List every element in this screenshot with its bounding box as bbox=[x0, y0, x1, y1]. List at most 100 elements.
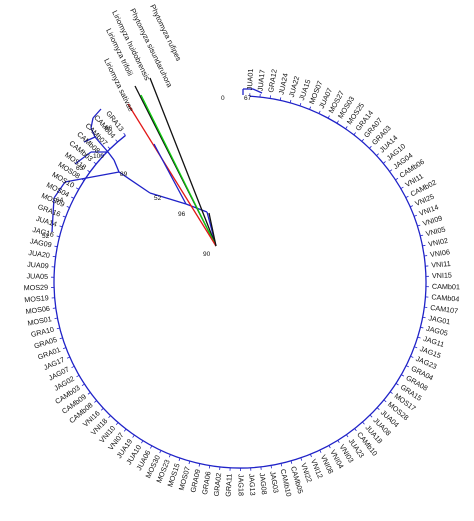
leaf-tick bbox=[115, 422, 119, 426]
branch-liriomyza-trifolii bbox=[127, 103, 217, 247]
leaf-tick bbox=[376, 407, 380, 410]
ingroup-branch bbox=[118, 171, 151, 194]
leaf-tick bbox=[76, 374, 80, 378]
leaf-tick bbox=[336, 120, 339, 124]
leaf-tick bbox=[401, 374, 405, 377]
ring-leaf-label: VNI06 bbox=[429, 247, 450, 259]
ring-leaf-label: JUA09 bbox=[27, 260, 49, 271]
ingroup-branch bbox=[149, 192, 187, 205]
ring-leaf-label: JAG13 bbox=[247, 473, 257, 495]
leaf-tick bbox=[405, 195, 409, 198]
ring-leaf-label: JUA05 bbox=[26, 271, 48, 281]
leaf-tick bbox=[417, 336, 421, 339]
ring-leaf-label: JUA17 bbox=[256, 69, 267, 91]
leaf-tick bbox=[400, 186, 404, 189]
leaf-tick bbox=[54, 317, 58, 320]
leaf-tick bbox=[123, 428, 127, 432]
leaf-tick bbox=[150, 445, 153, 449]
node-support-label: 96 bbox=[178, 211, 186, 218]
leaf-tick bbox=[413, 214, 417, 217]
leaf-tick bbox=[62, 215, 66, 218]
ring-leaf-label: JUA20 bbox=[28, 248, 51, 260]
node-support-label: 100 bbox=[93, 153, 104, 160]
ring-leaf-label: JUA01 bbox=[245, 68, 255, 90]
ingroup-branch bbox=[83, 136, 96, 143]
leaf-tick bbox=[417, 224, 421, 227]
leaf-tick bbox=[414, 346, 418, 349]
leaf-tick bbox=[405, 365, 410, 368]
leaf-tick bbox=[300, 457, 303, 461]
leaf-tick bbox=[66, 206, 70, 208]
ring-leaf-label: JAG08 bbox=[258, 472, 269, 495]
leaf-tick bbox=[328, 445, 331, 449]
ring-leaf-label: VNI11 bbox=[431, 259, 451, 270]
leaf-tick bbox=[141, 440, 144, 444]
leaf-tick bbox=[420, 326, 424, 329]
leaf-tick bbox=[327, 115, 330, 119]
ring-labels: JUA01 JUA17 GRA12JUA24JUA22JUA15MOS07JUA07… bbox=[24, 68, 460, 497]
ingroup-branch bbox=[90, 127, 96, 138]
leaf-tick bbox=[100, 407, 104, 411]
leaf-tick bbox=[409, 205, 414, 208]
leaf-tick bbox=[115, 139, 118, 143]
leaf-tick bbox=[289, 99, 292, 103]
ring-leaf-label: GRA02 bbox=[212, 472, 223, 496]
ingroup-branch bbox=[252, 88, 263, 94]
ring-leaf-label: MOS19 bbox=[24, 293, 49, 304]
leaf-tick bbox=[93, 161, 97, 165]
ingroup-branch bbox=[94, 136, 109, 153]
leaf-tick bbox=[420, 234, 424, 237]
ingroup-branch bbox=[92, 108, 102, 119]
ring-leaf-label: GRA11 bbox=[224, 473, 234, 496]
branch-liriomyza-sativae bbox=[153, 143, 187, 205]
leaf-tick bbox=[178, 457, 181, 462]
ring-leaf-label: GRA06 bbox=[200, 471, 213, 496]
ring-leaf-label: JAG03 bbox=[268, 470, 281, 493]
leaf-tick bbox=[354, 428, 357, 432]
node-support-label: 52 bbox=[154, 195, 162, 202]
leaf-tick bbox=[353, 132, 357, 136]
leaf-tick bbox=[422, 316, 426, 319]
leaf-tick bbox=[395, 383, 399, 386]
leaf-tick bbox=[383, 161, 386, 164]
ingroup-branches bbox=[51, 88, 429, 472]
leaf-tick bbox=[280, 463, 283, 467]
node-support-label: 52 bbox=[42, 233, 50, 240]
leaf-tick bbox=[389, 169, 393, 172]
ring-leaf-label: VNI15 bbox=[432, 271, 452, 281]
leaf-tick bbox=[410, 355, 414, 358]
ring-leaf-label: MOS06 bbox=[25, 304, 50, 316]
node-support-label: 63 bbox=[76, 165, 84, 172]
leaf-tick bbox=[81, 383, 85, 387]
ingroup-branch bbox=[53, 181, 66, 199]
leaf-tick bbox=[56, 327, 60, 330]
leaf-tick bbox=[59, 225, 63, 228]
ingroup-branch bbox=[90, 117, 94, 129]
leaf-tick bbox=[168, 454, 171, 458]
leaf-tick bbox=[188, 460, 191, 465]
outgroup-branches bbox=[127, 77, 217, 247]
ring-leaf-label: VNI02 bbox=[427, 236, 448, 249]
ring-leaf-label: CAMb01 bbox=[432, 282, 460, 292]
ingroup-branch bbox=[113, 159, 120, 173]
leaf-tick bbox=[345, 126, 348, 130]
branch-liriomyza-huidobrensis bbox=[140, 94, 217, 247]
leaf-tick bbox=[62, 347, 67, 350]
ingroup-branch bbox=[107, 151, 115, 161]
leaf-tick bbox=[54, 245, 58, 248]
ingroup-ring-arc bbox=[53, 95, 427, 469]
ring-leaf-label: GRA12 bbox=[266, 68, 279, 93]
leaf-tick bbox=[56, 235, 60, 238]
node-support-label: 89 bbox=[120, 171, 128, 178]
leaf-tick bbox=[309, 106, 312, 110]
leaf-tick bbox=[107, 146, 111, 150]
leaf-tick bbox=[290, 460, 293, 464]
leaf-tick bbox=[71, 196, 75, 199]
leaf-tick bbox=[87, 170, 91, 173]
leaf-tick bbox=[132, 434, 135, 438]
node-support-label: 67 bbox=[244, 95, 252, 102]
leaf-tick bbox=[383, 399, 387, 403]
node-labels: 90 96 52 52 64 100 63 67 89 66 bbox=[42, 95, 252, 258]
